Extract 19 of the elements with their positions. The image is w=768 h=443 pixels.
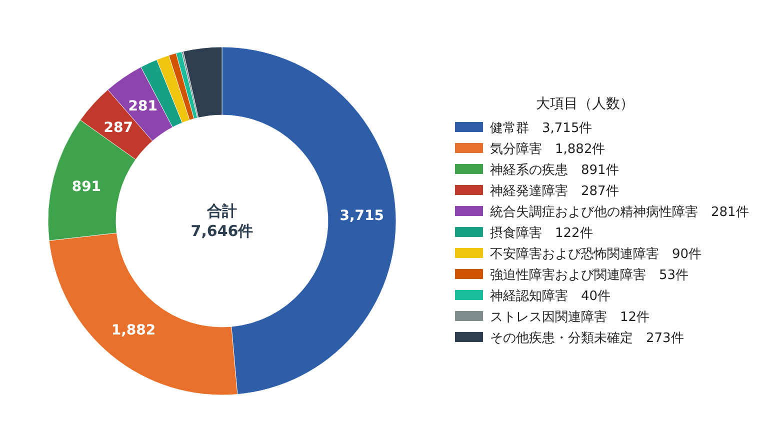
data-label: 281 bbox=[128, 98, 158, 114]
data-label: 287 bbox=[104, 120, 133, 136]
legend-label: 気分障害 1,882件 bbox=[490, 141, 606, 157]
legend-label: 神経認知障害 40件 bbox=[490, 288, 611, 304]
legend-label: 健常群 3,715件 bbox=[490, 121, 592, 136]
legend-label: 不安障害および恐怖関連障害 90件 bbox=[490, 246, 702, 262]
data-label: 1,882 bbox=[111, 322, 156, 338]
legend-label: 神経系の疾患 891件 bbox=[490, 163, 619, 178]
legend-label: その他疾患・分類未確定 273件 bbox=[490, 331, 684, 346]
legend-label: ストレス因関連障害 12件 bbox=[490, 309, 650, 325]
legend-label: 強迫性障害および関連障害 53件 bbox=[490, 267, 689, 283]
data-label: 891 bbox=[72, 178, 102, 195]
legend-title: 大項目（人数） bbox=[536, 96, 634, 112]
data-label: 3,715 bbox=[340, 208, 384, 224]
legend-label: 統合失調症および他の精神病性障害 281件 bbox=[490, 204, 749, 220]
legend-label: 神経発達障害 287件 bbox=[490, 183, 619, 199]
text: 合計 bbox=[206, 202, 237, 220]
text: 7,646件 bbox=[190, 222, 254, 240]
legend-label: 摂食障害 122件 bbox=[490, 225, 593, 241]
